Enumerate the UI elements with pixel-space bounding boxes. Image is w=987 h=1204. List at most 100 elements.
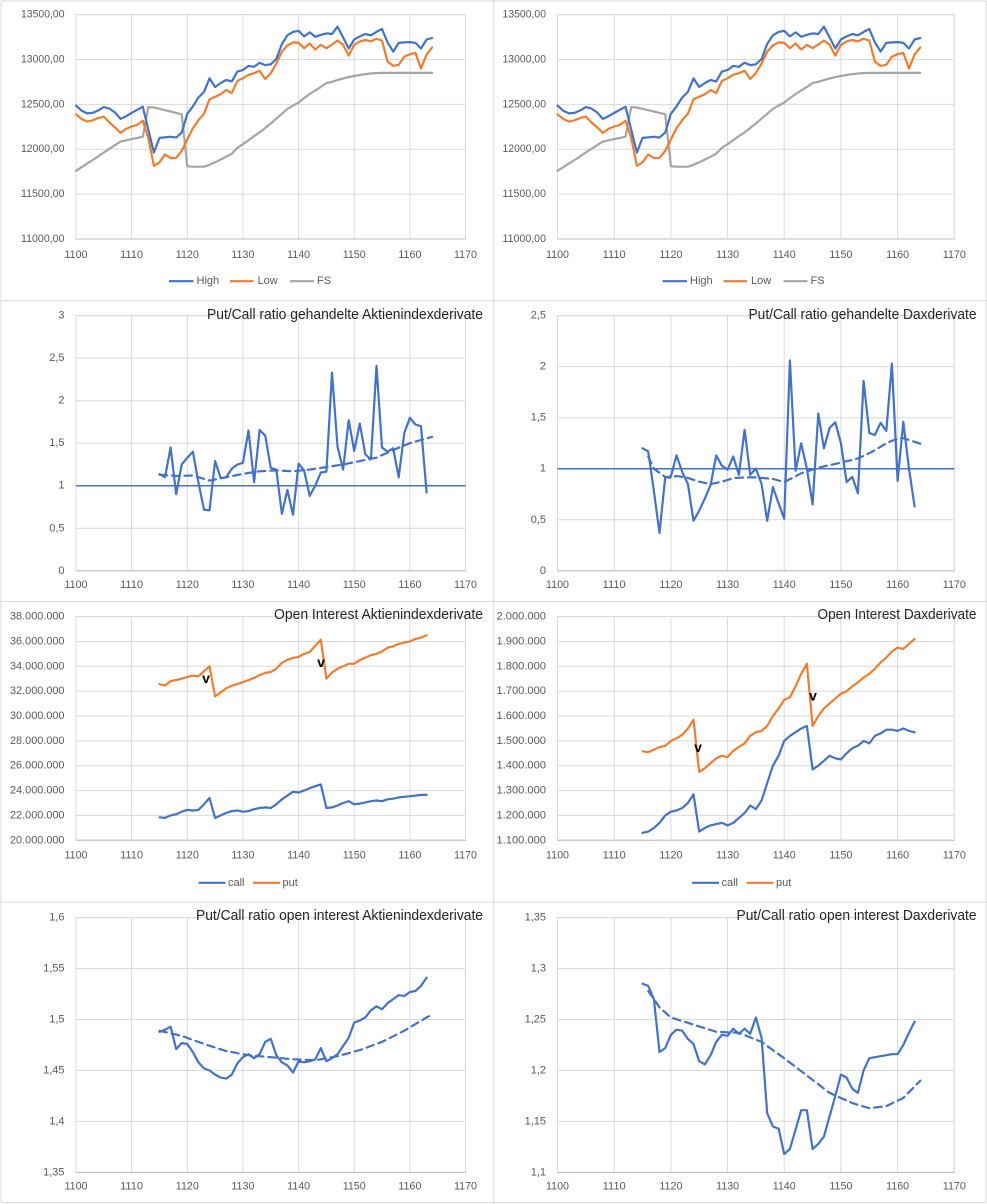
svg-text:v: v [694,739,702,755]
svg-text:1160: 1160 [886,850,909,862]
svg-text:36.000.000: 36.000.000 [10,636,65,648]
svg-text:1120: 1120 [659,850,682,862]
svg-text:1100: 1100 [546,850,569,862]
svg-text:1,35: 1,35 [525,912,546,924]
svg-text:1.400.000: 1.400.000 [497,760,547,772]
svg-text:1170: 1170 [943,249,966,261]
svg-text:1160: 1160 [398,1181,421,1193]
svg-text:1160: 1160 [398,850,421,862]
svg-text:1,45: 1,45 [43,1065,64,1077]
svg-text:24.000.000: 24.000.000 [10,785,65,797]
svg-text:Open Interest Aktienindexderiv: Open Interest Aktienindexderivate [274,607,483,623]
svg-text:1.700.000: 1.700.000 [497,685,547,697]
svg-text:1160: 1160 [886,579,909,591]
svg-text:1130: 1130 [231,1181,254,1193]
svg-text:1110: 1110 [603,850,626,862]
svg-text:put: put [776,877,791,889]
svg-text:26.000.000: 26.000.000 [10,760,65,772]
svg-text:2: 2 [540,361,546,373]
svg-text:1110: 1110 [120,579,143,591]
svg-text:1.200.000: 1.200.000 [497,809,547,821]
svg-text:1100: 1100 [65,1181,88,1193]
svg-text:1140: 1140 [773,579,796,591]
svg-text:High: High [690,275,713,287]
svg-text:1130: 1130 [231,249,254,261]
svg-text:1130: 1130 [716,579,739,591]
svg-text:1150: 1150 [829,1181,852,1193]
svg-text:1170: 1170 [943,850,966,862]
svg-text:13000,00: 13000,00 [503,54,547,66]
svg-text:1120: 1120 [176,850,199,862]
svg-text:1100: 1100 [546,1181,569,1193]
svg-text:1170: 1170 [454,579,477,591]
svg-text:Put/Call ratio open interest D: Put/Call ratio open interest Daxderivate [737,908,977,924]
svg-text:1130: 1130 [231,850,254,862]
svg-text:1,25: 1,25 [525,1014,546,1026]
svg-text:1120: 1120 [659,1181,682,1193]
svg-text:1110: 1110 [120,249,143,261]
svg-text:FS: FS [811,275,825,287]
svg-text:1,15: 1,15 [525,1115,546,1127]
svg-text:1120: 1120 [659,579,682,591]
svg-text:1120: 1120 [176,579,199,591]
svg-text:1: 1 [58,480,64,492]
svg-text:1130: 1130 [716,1181,739,1193]
svg-text:1130: 1130 [716,850,739,862]
svg-text:3: 3 [58,310,64,322]
svg-text:1140: 1140 [287,249,310,261]
svg-text:1150: 1150 [343,1181,366,1193]
svg-text:13500,00: 13500,00 [503,9,547,21]
svg-text:11000,00: 11000,00 [503,233,547,245]
svg-text:Put/Call ratio open interest A: Put/Call ratio open interest Aktienindex… [196,908,483,924]
svg-text:1110: 1110 [603,579,626,591]
svg-text:1160: 1160 [398,579,421,591]
svg-text:v: v [809,688,817,704]
svg-text:1140: 1140 [287,579,310,591]
svg-text:20.000.000: 20.000.000 [10,834,65,846]
svg-text:1120: 1120 [659,249,682,261]
svg-text:1,6: 1,6 [49,912,64,924]
svg-text:1160: 1160 [886,1181,909,1193]
svg-text:1.600.000: 1.600.000 [497,710,547,722]
svg-text:v: v [317,654,325,670]
svg-text:1150: 1150 [829,579,852,591]
svg-text:0: 0 [540,565,546,577]
svg-text:1150: 1150 [343,850,366,862]
svg-text:0: 0 [58,565,64,577]
svg-text:11500,00: 11500,00 [21,188,65,200]
svg-text:1160: 1160 [398,249,421,261]
svg-text:1150: 1150 [829,850,852,862]
svg-text:1150: 1150 [343,249,366,261]
svg-text:1150: 1150 [829,249,852,261]
svg-text:1130: 1130 [231,579,254,591]
svg-text:1,5: 1,5 [49,1014,64,1026]
svg-text:1110: 1110 [603,1181,626,1193]
svg-text:13000,00: 13000,00 [21,54,65,66]
svg-text:28.000.000: 28.000.000 [10,735,65,747]
svg-text:1100: 1100 [65,579,88,591]
svg-text:12500,00: 12500,00 [503,98,547,110]
svg-text:1100: 1100 [546,579,569,591]
svg-text:2,5: 2,5 [531,310,546,322]
svg-text:2,5: 2,5 [49,352,64,364]
svg-text:22.000.000: 22.000.000 [10,809,65,821]
svg-text:FS: FS [317,275,331,287]
svg-text:1170: 1170 [454,850,477,862]
svg-text:1,4: 1,4 [49,1115,64,1127]
svg-text:Put/Call ratio gehandelte Daxd: Put/Call ratio gehandelte Daxderivate [749,307,977,323]
svg-text:1: 1 [540,463,546,475]
svg-text:1,1: 1,1 [531,1166,546,1178]
svg-text:1,55: 1,55 [43,963,64,975]
svg-text:Low: Low [751,275,771,287]
svg-text:put: put [283,877,298,889]
svg-text:call: call [722,877,739,889]
svg-text:1110: 1110 [603,249,626,261]
svg-text:1110: 1110 [120,1181,143,1193]
svg-text:1170: 1170 [943,579,966,591]
svg-text:1140: 1140 [773,1181,796,1193]
svg-text:1170: 1170 [454,249,477,261]
svg-text:1100: 1100 [65,850,88,862]
svg-text:1140: 1140 [773,850,796,862]
svg-text:13500,00: 13500,00 [21,9,65,21]
svg-text:2: 2 [58,395,64,407]
